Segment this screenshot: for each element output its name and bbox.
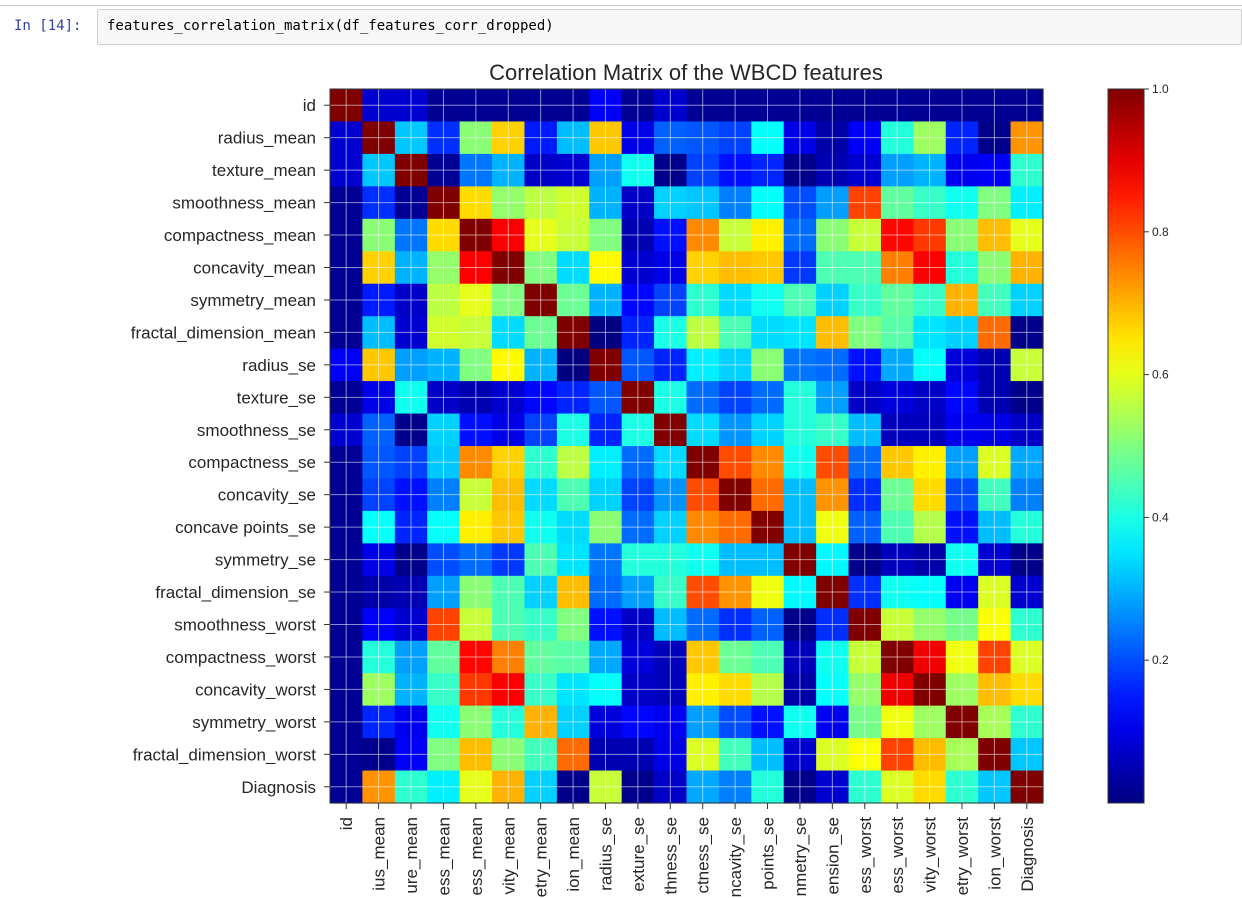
y-tick-label: fractal_dimension_mean bbox=[131, 323, 316, 342]
y-tick-label: texture_mean bbox=[212, 161, 316, 180]
x-tick-label: ess_worst bbox=[888, 817, 907, 894]
x-tick-label: ess_mean bbox=[434, 817, 453, 895]
y-tick-label: smoothness_se bbox=[197, 421, 316, 440]
y-tick-label: symmetry_mean bbox=[190, 291, 316, 310]
y-tick-label: radius_se bbox=[242, 356, 316, 375]
y-tick-label: symmetry_worst bbox=[192, 713, 316, 732]
y-tick-label: fractal_dimension_worst bbox=[133, 745, 317, 764]
x-tick-label: vity_mean bbox=[499, 817, 518, 894]
y-tick-label: texture_se bbox=[237, 388, 316, 407]
y-tick-label: radius_mean bbox=[218, 129, 316, 148]
colorbar-gradient bbox=[1107, 88, 1145, 804]
colorbar-tick-label: 0.6 bbox=[1152, 368, 1169, 382]
cell-prompt: In [14]: bbox=[14, 18, 82, 34]
x-tick-labels: id ius_mean ure_mean ess_mean ess_mean vity_m… bbox=[337, 803, 1037, 897]
x-tick-label: ess_mean bbox=[467, 817, 486, 895]
x-tick-label: ension_se bbox=[823, 817, 842, 895]
colorbar-tick-label: 0.4 bbox=[1152, 510, 1169, 524]
y-tick-label: smoothness_worst bbox=[174, 616, 316, 635]
y-tick-label: compactness_se bbox=[188, 453, 316, 472]
x-tick-label: exture_se bbox=[629, 817, 648, 892]
y-tick-label: symmetry_se bbox=[215, 551, 316, 570]
heatmap-grid bbox=[329, 88, 1044, 804]
y-tick-label: id bbox=[303, 96, 316, 115]
y-tick-label: compactness_mean bbox=[164, 226, 316, 245]
x-tick-label: ncavity_se bbox=[726, 817, 745, 897]
x-tick-label: radius_se bbox=[596, 817, 615, 891]
colorbar-tick-label: 0.8 bbox=[1152, 225, 1169, 239]
chart-title: Correlation Matrix of the WBCD features bbox=[489, 60, 883, 85]
code-text[interactable]: features_correlation_matrix(df_features_… bbox=[107, 18, 554, 34]
plot-frame bbox=[329, 88, 1044, 804]
cell-divider bbox=[0, 5, 1242, 6]
x-tick-label: ure_mean bbox=[402, 817, 421, 894]
x-tick-label: points_se bbox=[759, 817, 778, 890]
x-tick-label: ess_worst bbox=[856, 817, 875, 894]
x-tick-label: etry_worst bbox=[953, 817, 972, 896]
colorbar-tick-label: 1.0 bbox=[1152, 82, 1169, 96]
y-tick-label: concavity_mean bbox=[193, 259, 316, 278]
y-tick-labels: id radius_mean texture_mean smoothness_mean… bbox=[131, 96, 330, 797]
code-cell[interactable]: features_correlation_matrix(df_features_… bbox=[97, 9, 1242, 45]
y-tick-label: concavity_worst bbox=[195, 680, 316, 699]
x-tick-label: ius_mean bbox=[370, 817, 389, 891]
x-tick-label: thness_se bbox=[661, 817, 680, 895]
x-tick-label: id bbox=[337, 817, 356, 830]
x-tick-label: ion_worst bbox=[985, 817, 1004, 890]
y-tick-label: smoothness_mean bbox=[172, 194, 316, 213]
x-tick-label: nmetry_se bbox=[791, 817, 810, 896]
colorbar-tick-label: 0.2 bbox=[1152, 653, 1169, 667]
colorbar: 0.2 0.4 0.6 0.8 1.0 bbox=[1107, 82, 1169, 804]
x-tick-label: Diagnosis bbox=[1018, 817, 1037, 892]
x-tick-label: ion_mean bbox=[564, 817, 583, 892]
y-tick-label: fractal_dimension_se bbox=[155, 583, 316, 602]
y-tick-label: concave points_se bbox=[175, 518, 316, 537]
x-tick-label: etry_mean bbox=[532, 817, 551, 897]
y-tick-label: Diagnosis bbox=[241, 778, 316, 797]
x-tick-label: ctness_se bbox=[694, 817, 713, 894]
y-tick-label: concavity_se bbox=[218, 486, 316, 505]
x-tick-label: vity_worst bbox=[921, 817, 940, 893]
y-tick-label: compactness_worst bbox=[166, 648, 317, 667]
heatmap-cells bbox=[330, 89, 1044, 804]
